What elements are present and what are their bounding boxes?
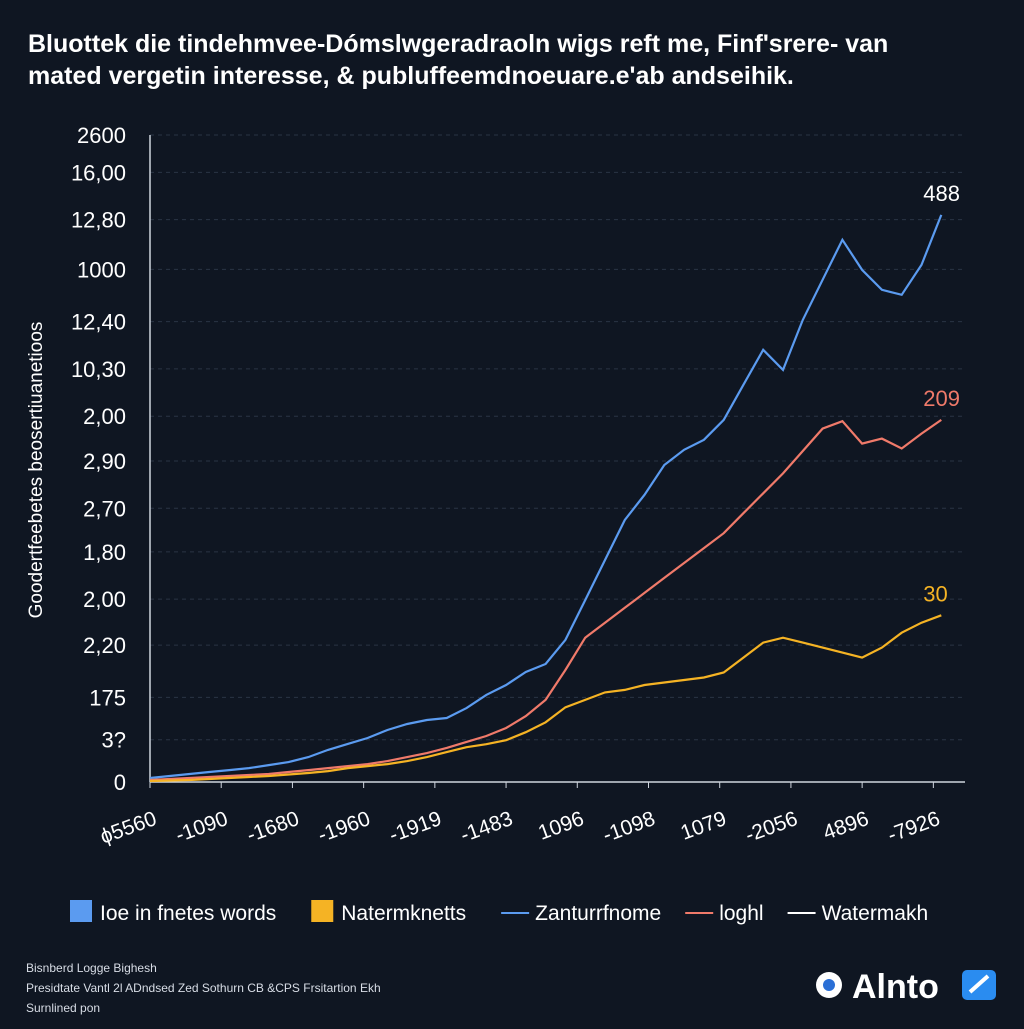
end-label: 209 (923, 386, 960, 411)
footer-line: Surnlined pon (26, 1001, 100, 1015)
legend-label: loghl (719, 902, 763, 925)
legend-swatch (70, 900, 92, 922)
y-tick-label: 10,30 (71, 357, 126, 382)
y-tick-label: 12,80 (71, 208, 126, 233)
y-tick-label: 1,80 (83, 540, 126, 565)
footer-line: Bisnberd Logge Bighesh (26, 961, 157, 975)
footer-line: Presidtate Vantl 2l ADndsed Zed Sothurn … (26, 981, 381, 995)
y-tick-label: 1000 (77, 257, 126, 282)
series-line (149, 418, 942, 782)
y-tick-label: 2,20 (83, 633, 126, 658)
legend-label: Watermakh (822, 902, 929, 925)
chart-subtitle: mated vergetin interesse, & publuffeemdn… (28, 62, 794, 90)
y-tick-label: 12,40 (71, 310, 126, 335)
legend-label: Zanturrfnome (535, 902, 661, 925)
y-tick-label: 2,90 (83, 449, 126, 474)
legend-label: Natermknetts (341, 902, 466, 925)
y-tick-label: 175 (89, 685, 126, 710)
logo-text: Alnto (852, 968, 939, 1006)
y-tick-label: 3? (102, 728, 126, 753)
chart-title: Bluottek die tindehmvee-Dómslwgeradraoln… (28, 30, 888, 58)
y-tick-label: 2,00 (83, 404, 126, 429)
y-tick-label: 2,00 (83, 587, 126, 612)
y-axis-label: Goodertfeebetes beosertiuanetioos (26, 322, 47, 619)
end-label: 488 (923, 181, 960, 206)
logo-badge (968, 974, 990, 994)
y-tick-label: 0 (114, 770, 126, 795)
legend-label: Ioe in fnetes words (100, 902, 276, 925)
y-tick-label: 16,00 (71, 160, 126, 185)
logo-icon (823, 979, 835, 991)
y-tick-label: 2600 (77, 123, 126, 148)
series-line (149, 214, 943, 780)
end-label: 30 (923, 581, 947, 606)
y-tick-label: 2,70 (83, 496, 126, 521)
legend-swatch (311, 900, 334, 922)
series-line (149, 614, 942, 783)
